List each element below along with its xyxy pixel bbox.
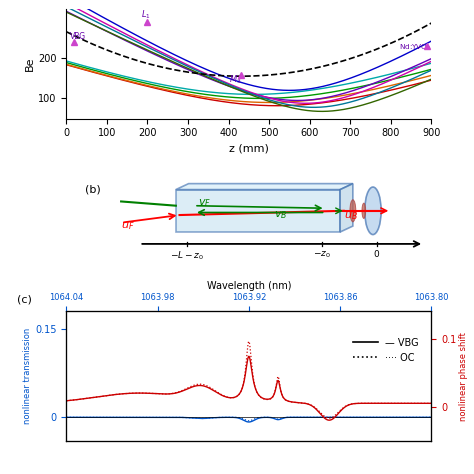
Ellipse shape bbox=[365, 187, 381, 235]
Legend: — VBG, ···· OC: — VBG, ···· OC bbox=[349, 334, 423, 366]
X-axis label: Wavelength (nm): Wavelength (nm) bbox=[207, 281, 291, 291]
Text: Nd:YVO$_4$: Nd:YVO$_4$ bbox=[399, 43, 431, 53]
Polygon shape bbox=[340, 183, 353, 232]
Text: $-L-z_0$: $-L-z_0$ bbox=[170, 250, 204, 262]
Y-axis label: nonlinear transmission: nonlinear transmission bbox=[23, 328, 32, 424]
Y-axis label: Be: Be bbox=[26, 57, 36, 71]
Text: (c): (c) bbox=[17, 295, 32, 305]
Text: $u_F$: $u_F$ bbox=[121, 220, 135, 232]
Text: $u_B$: $u_B$ bbox=[344, 210, 358, 222]
Text: VBG: VBG bbox=[70, 32, 86, 41]
Polygon shape bbox=[176, 183, 353, 190]
Text: $-z_0$: $-z_0$ bbox=[313, 250, 331, 260]
Text: $L_1$: $L_1$ bbox=[141, 9, 151, 21]
Polygon shape bbox=[176, 190, 340, 232]
Ellipse shape bbox=[362, 203, 365, 219]
Ellipse shape bbox=[350, 200, 356, 222]
Text: $v_B$: $v_B$ bbox=[274, 209, 288, 221]
Y-axis label: nonlinear phase shift: nonlinear phase shift bbox=[459, 332, 468, 420]
Text: $M_3$: $M_3$ bbox=[228, 73, 241, 86]
Text: 0: 0 bbox=[374, 250, 380, 259]
X-axis label: z (mm): z (mm) bbox=[229, 144, 269, 154]
Text: (b): (b) bbox=[84, 184, 100, 194]
Text: $v_F$: $v_F$ bbox=[198, 197, 211, 209]
